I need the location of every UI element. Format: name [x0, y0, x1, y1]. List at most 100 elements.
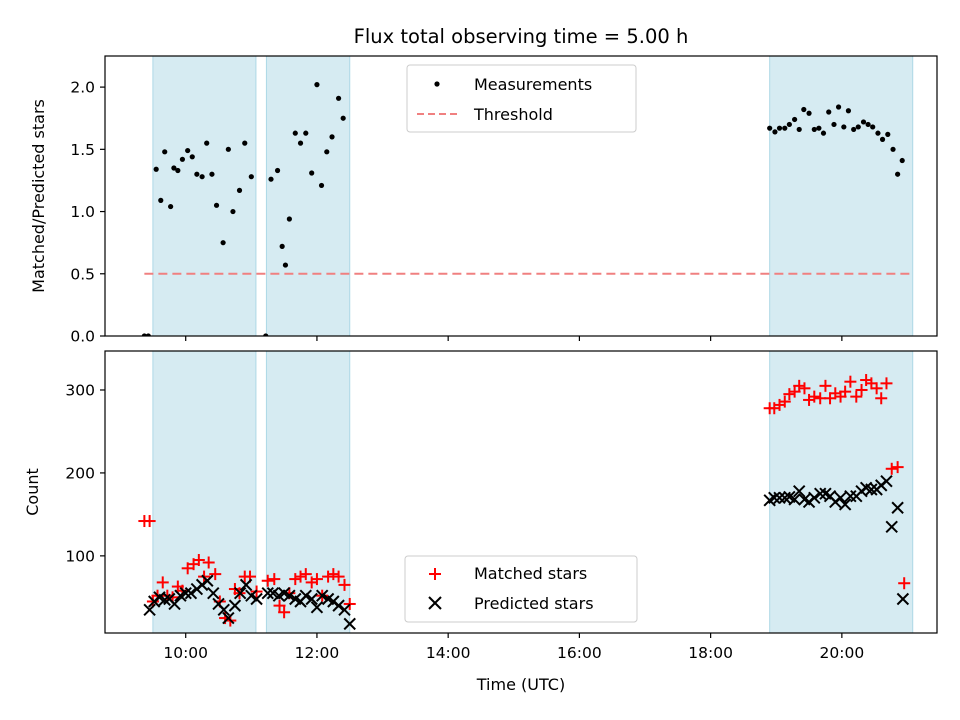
measurement-point: [875, 130, 881, 136]
measurement-point: [782, 125, 788, 131]
predicted-star-marker: [885, 520, 898, 534]
predicted-star-marker: [179, 586, 192, 600]
measurement-point: [282, 262, 289, 268]
predicted-star-marker: [201, 574, 214, 587]
matched-star-marker: [209, 568, 222, 581]
x-axis-label: Time (UTC): [476, 675, 565, 694]
measurement-point: [230, 208, 236, 215]
measurement-point: [242, 140, 248, 146]
top-panel-frame: [104, 55, 938, 337]
predicted-star-marker: [239, 578, 253, 592]
top-y-tick-label: 1.0: [70, 203, 95, 221]
top-y-tick-label: 0.5: [70, 265, 95, 283]
measurement-point: [870, 124, 876, 130]
measurement-point: [145, 333, 151, 336]
predicted-star-marker: [813, 487, 827, 500]
predicted-star-marker: [158, 593, 171, 607]
measurement-point: [816, 125, 822, 131]
predicted-star-marker: [338, 603, 351, 616]
predicted-star-marker: [184, 586, 198, 600]
measurement-point: [141, 333, 147, 336]
matched-star-marker: [143, 515, 156, 528]
predicted-star-marker: [222, 611, 235, 625]
predicted-star-marker: [233, 586, 247, 600]
matched-stars-layer: [138, 374, 911, 627]
measurement-point: [811, 126, 817, 133]
bottom-legend-frame: [404, 555, 638, 623]
matched-star-marker: [327, 568, 340, 581]
predicted-star-marker: [865, 483, 878, 496]
measurement-point: [831, 121, 837, 128]
top-observing-windows: [152, 56, 914, 336]
matched-star-marker: [294, 570, 307, 583]
measurement-point: [309, 170, 315, 176]
measurement-point: [168, 203, 174, 210]
matched-star-marker: [273, 599, 286, 612]
predicted-star-marker: [788, 493, 801, 506]
measurement-point: [806, 110, 812, 116]
matched-star-marker: [819, 379, 832, 392]
legend-threshold-label: Threshold: [473, 105, 553, 124]
bottom-y-axis-label: Count: [23, 468, 42, 516]
predicted-star-marker: [143, 603, 156, 616]
measurement-point: [329, 134, 335, 140]
matched-star-marker: [898, 577, 911, 590]
observing-window-top-1: [265, 56, 351, 336]
predicted-star-marker: [834, 491, 847, 505]
measurement-point: [772, 129, 778, 135]
legend-matched-marker: [429, 568, 441, 580]
predicted-star-marker: [768, 491, 781, 505]
measurement-point: [209, 171, 215, 177]
top-y-tick-label: 0.0: [70, 328, 95, 346]
measurement-point: [890, 146, 896, 152]
matched-star-marker: [310, 573, 323, 586]
matched-star-marker: [798, 382, 811, 395]
matched-star-marker: [299, 568, 312, 581]
measurement-point: [835, 104, 842, 110]
measurement-point: [841, 124, 847, 130]
top-y-tick-label: 2.0: [70, 79, 95, 97]
measurement-point: [324, 149, 330, 155]
measurement-point: [194, 171, 200, 177]
predicted-star-marker: [332, 599, 345, 612]
predicted-star-marker: [896, 592, 910, 606]
bottom-y-tick-label: 300: [65, 381, 95, 399]
measurement-point: [820, 130, 827, 136]
measurement-point: [865, 121, 871, 128]
matched-star-marker: [844, 375, 857, 388]
x-tick-label: 18:00: [688, 644, 733, 662]
predicted-star-marker: [261, 586, 274, 600]
top-y-tick-label: 1.5: [70, 141, 95, 159]
matched-star-marker: [870, 382, 883, 395]
legend-matched-label: Matched stars: [474, 564, 587, 583]
top-legend-frame: [406, 64, 637, 133]
measurement-point: [792, 116, 798, 123]
measurement-point: [826, 109, 832, 115]
predicted-star-marker: [299, 589, 312, 602]
measurement-point: [248, 174, 254, 180]
matched-star-marker: [332, 570, 345, 583]
matched-star-marker: [202, 556, 215, 569]
predicted-star-marker: [283, 589, 296, 602]
measurement-point: [220, 240, 226, 246]
matched-star-marker: [891, 461, 904, 474]
matched-star-marker: [156, 576, 169, 589]
legend-measurements-marker: [434, 81, 440, 87]
measurement-point: [335, 95, 342, 101]
matched-star-marker: [839, 385, 852, 398]
predicted-star-marker: [250, 592, 263, 606]
measurement-point: [213, 202, 220, 208]
measurement-point: [204, 140, 210, 146]
measurement-point: [767, 125, 773, 131]
measurements-layer: [141, 82, 905, 336]
predicted-star-marker: [228, 599, 242, 612]
measurement-point: [801, 106, 807, 113]
measurement-point: [199, 174, 205, 180]
bottom-y-tick-label: 100: [65, 547, 95, 565]
measurement-point: [340, 115, 346, 121]
matched-star-marker: [850, 390, 863, 403]
matched-star-marker: [783, 388, 796, 401]
legend-predicted-label: Predicted stars: [474, 594, 594, 613]
matched-star-marker: [778, 395, 791, 408]
